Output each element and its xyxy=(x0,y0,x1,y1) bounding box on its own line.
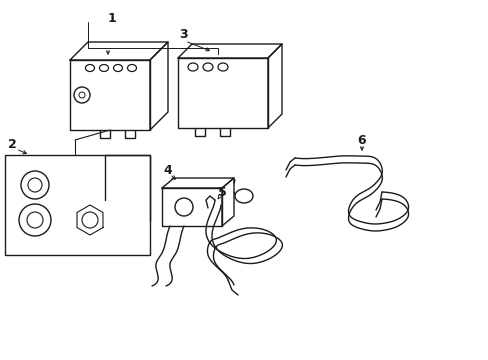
Bar xyxy=(5,155,150,255)
Text: 1: 1 xyxy=(107,12,116,24)
Text: 6: 6 xyxy=(357,134,366,147)
Text: 3: 3 xyxy=(178,28,187,41)
Text: 2: 2 xyxy=(8,139,16,152)
Text: 5: 5 xyxy=(217,185,226,198)
Text: 4: 4 xyxy=(163,163,172,176)
